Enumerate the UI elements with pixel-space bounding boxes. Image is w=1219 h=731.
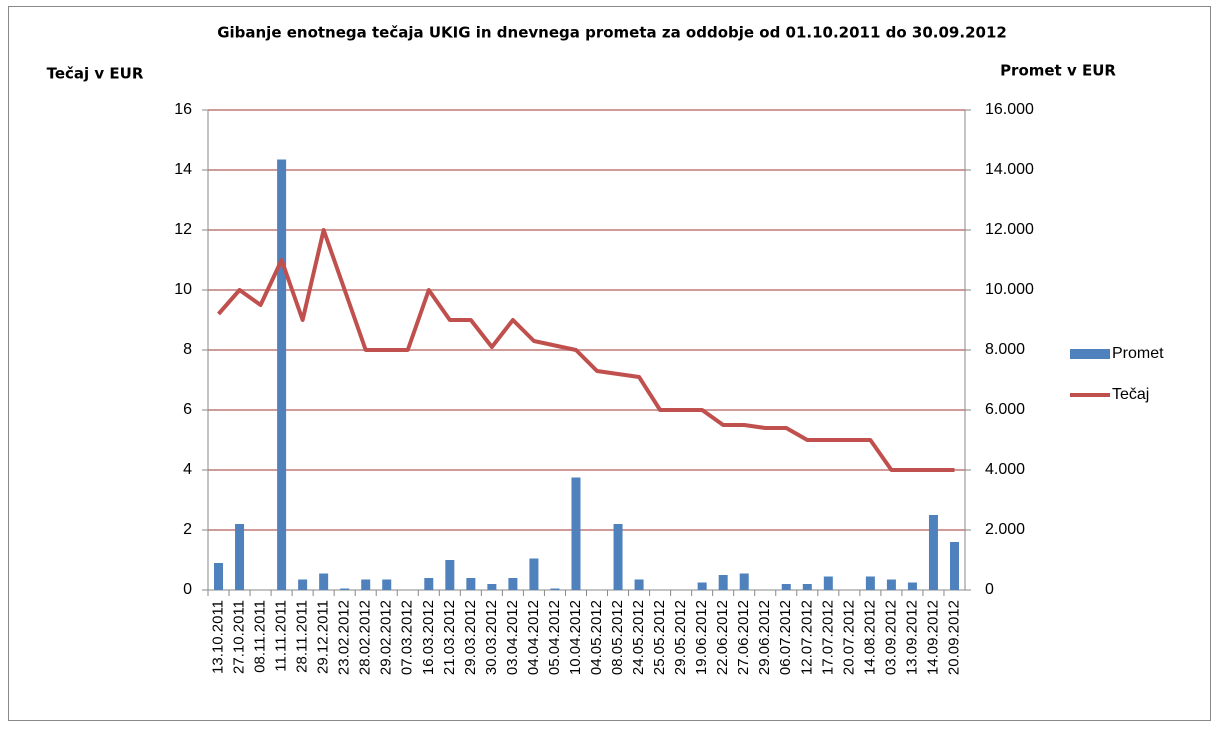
x-tick-label: 20.07.2012 <box>840 600 857 675</box>
x-tick-label: 29.02.2012 <box>378 600 395 675</box>
y-tick-label: 2 <box>183 521 192 538</box>
y-tick-label: 8 <box>183 341 192 358</box>
x-tick-label: 11.11.2011 <box>273 600 290 672</box>
x-tick-label: 05.04.2012 <box>546 600 563 675</box>
x-tick-label: 29.05.2012 <box>672 600 689 675</box>
bar <box>781 584 791 590</box>
y2-tick-label: 8.000 <box>985 341 1025 358</box>
bar <box>277 159 287 590</box>
chart-border <box>8 6 1211 721</box>
y-tick-label: 16 <box>174 101 192 118</box>
bar <box>319 573 329 590</box>
x-tick-label: 19.06.2012 <box>693 600 710 675</box>
bar <box>508 578 518 590</box>
y-tick-label: 4 <box>183 461 192 478</box>
x-tick-label: 20.09.2012 <box>945 600 962 675</box>
x-tick-label: 23.02.2012 <box>336 600 353 675</box>
bar <box>529 558 539 590</box>
y2-tick-label: 6.000 <box>985 401 1025 418</box>
x-tick-label: 06.07.2012 <box>777 600 794 675</box>
bar <box>550 588 560 590</box>
x-tick-label: 13.09.2012 <box>903 600 920 675</box>
x-tick-label: 29.06.2012 <box>756 600 773 675</box>
chart-title: Gibanje enotnega tečaja UKIG in dnevnega… <box>217 24 1007 42</box>
bar <box>382 579 392 590</box>
y-axis-title: Tečaj v EUR <box>47 65 144 83</box>
bar <box>865 576 875 590</box>
x-tick-label: 27.10.2011 <box>231 600 248 674</box>
y2-axis-title: Promet v EUR <box>1000 62 1116 80</box>
x-tick-label: 13.10.2011 <box>209 600 226 674</box>
bar <box>424 578 434 590</box>
y-tick-label: 14 <box>174 161 192 178</box>
y-tick-label: 10 <box>174 281 192 298</box>
y2-tick-label: 4.000 <box>985 461 1025 478</box>
x-tick-label: 29.12.2011 <box>315 600 332 674</box>
bar <box>802 584 812 590</box>
bar <box>949 542 959 590</box>
y2-tick-label: 16.000 <box>985 101 1034 118</box>
bar <box>634 579 644 590</box>
x-tick-label: 03.04.2012 <box>504 600 521 675</box>
x-tick-label: 08.05.2012 <box>609 600 626 675</box>
x-tick-label: 04.04.2012 <box>525 600 542 675</box>
bar <box>739 573 749 590</box>
x-tick-label: 14.09.2012 <box>924 600 941 675</box>
legend-label: Tečaj <box>1112 386 1149 403</box>
bar <box>235 524 245 590</box>
bar <box>697 582 707 590</box>
x-tick-label: 28.11.2011 <box>294 600 311 673</box>
x-tick-label: 08.11.2011 <box>252 600 269 673</box>
y-tick-label: 0 <box>183 581 192 598</box>
legend-label: Promet <box>1112 345 1164 362</box>
x-tick-label: 30.03.2012 <box>483 600 500 675</box>
bar <box>718 575 728 590</box>
bar <box>487 584 497 590</box>
x-tick-label: 29.03.2012 <box>462 600 479 675</box>
bar <box>571 477 581 590</box>
x-tick-label: 14.08.2012 <box>861 600 878 675</box>
x-tick-label: 12.07.2012 <box>798 600 815 675</box>
y2-tick-label: 2.000 <box>985 521 1025 538</box>
bar <box>298 579 308 590</box>
x-tick-label: 28.02.2012 <box>357 600 374 675</box>
legend-swatch <box>1070 349 1110 359</box>
y2-tick-label: 10.000 <box>985 281 1034 298</box>
x-tick-label: 04.05.2012 <box>588 600 605 675</box>
x-tick-label: 03.09.2012 <box>882 600 899 675</box>
y2-tick-label: 12.000 <box>985 221 1034 238</box>
y-tick-label: 12 <box>174 221 192 238</box>
bar <box>907 582 917 590</box>
x-tick-label: 27.06.2012 <box>735 600 752 675</box>
x-tick-label: 17.07.2012 <box>819 600 836 675</box>
bar <box>214 563 224 590</box>
x-tick-label: 21.03.2012 <box>441 600 458 675</box>
x-tick-label: 22.06.2012 <box>714 600 731 675</box>
bar <box>823 576 833 590</box>
bar <box>613 524 623 590</box>
bar <box>340 588 350 590</box>
bar <box>361 579 371 590</box>
bar <box>445 560 455 590</box>
bar <box>466 578 476 590</box>
y-tick-label: 6 <box>183 401 192 418</box>
x-tick-label: 25.05.2012 <box>651 600 668 675</box>
bar <box>928 515 938 590</box>
x-tick-label: 10.04.2012 <box>567 600 584 675</box>
x-tick-label: 07.03.2012 <box>399 600 416 675</box>
x-tick-label: 16.03.2012 <box>420 600 437 675</box>
y2-tick-label: 14.000 <box>985 161 1034 178</box>
bar <box>886 579 896 590</box>
line <box>217 228 955 472</box>
x-tick-label: 24.05.2012 <box>630 600 647 675</box>
y2-tick-label: 0 <box>985 581 994 598</box>
